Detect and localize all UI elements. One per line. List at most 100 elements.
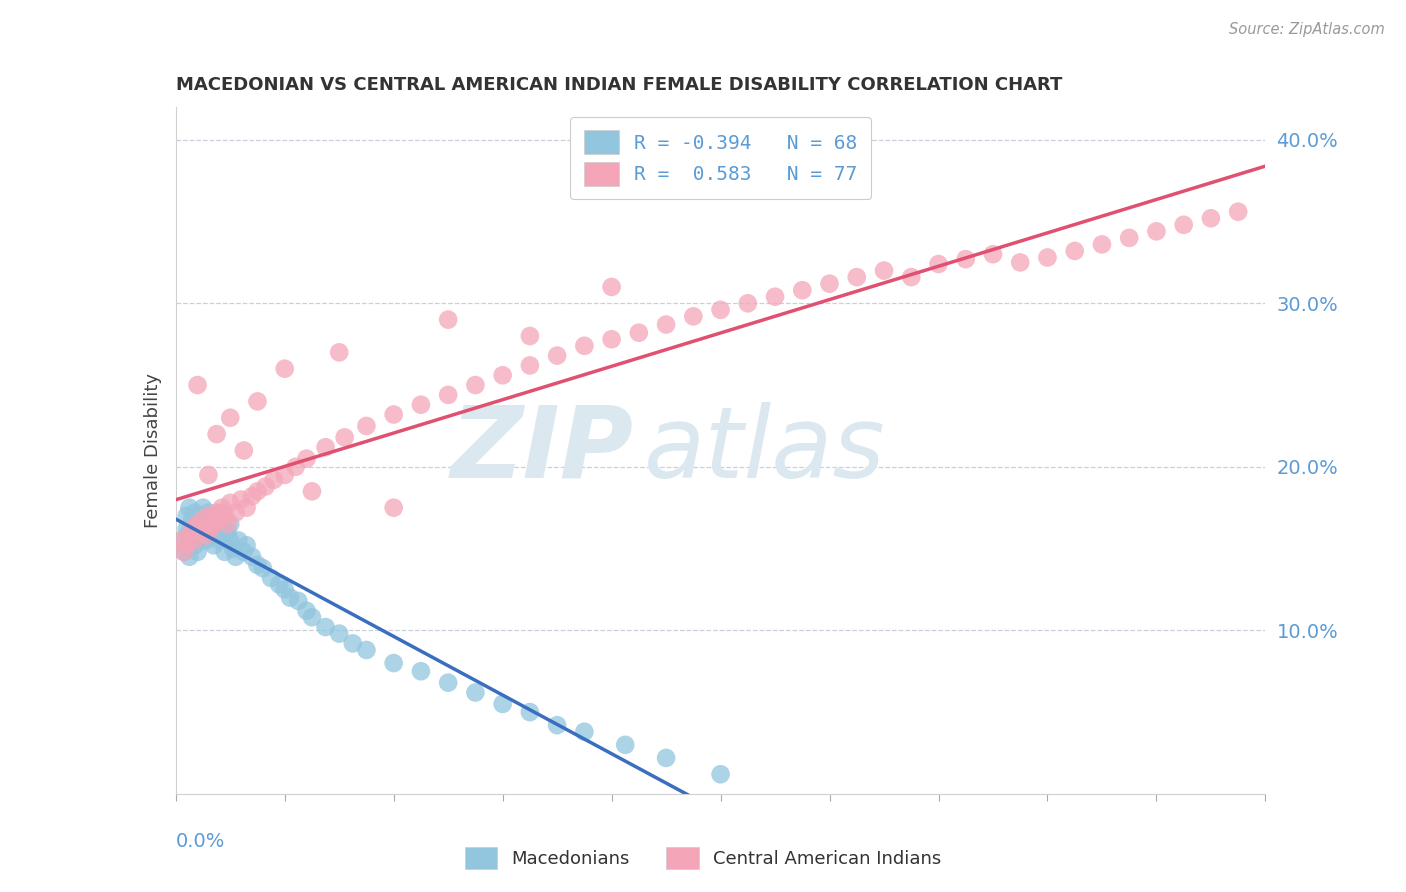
- Point: [263, 473, 285, 487]
- Point: [464, 378, 486, 392]
- Point: [211, 506, 233, 520]
- Point: [818, 277, 841, 291]
- Point: [1091, 237, 1114, 252]
- Point: [240, 549, 263, 564]
- Point: [232, 443, 254, 458]
- Point: [1036, 251, 1059, 265]
- Point: [219, 410, 242, 425]
- Point: [179, 528, 201, 542]
- Point: [200, 516, 222, 531]
- Point: [409, 664, 432, 679]
- Point: [1173, 218, 1195, 232]
- Point: [252, 561, 274, 575]
- Point: [176, 508, 198, 523]
- Point: [301, 484, 323, 499]
- Point: [179, 549, 201, 564]
- Point: [186, 378, 209, 392]
- Point: [181, 522, 204, 536]
- Point: [928, 257, 950, 271]
- Point: [981, 247, 1004, 261]
- Point: [574, 339, 596, 353]
- Point: [492, 368, 515, 383]
- Point: [382, 408, 405, 422]
- Text: 0.0%: 0.0%: [176, 831, 225, 851]
- Point: [181, 512, 204, 526]
- Point: [194, 528, 217, 542]
- Point: [214, 545, 236, 559]
- Point: [315, 620, 337, 634]
- Point: [197, 506, 219, 520]
- Point: [170, 533, 193, 548]
- Point: [202, 538, 225, 552]
- Point: [219, 516, 242, 531]
- Point: [176, 522, 198, 536]
- Point: [287, 594, 309, 608]
- Point: [217, 525, 239, 540]
- Point: [873, 263, 896, 277]
- Point: [269, 577, 291, 591]
- Point: [1144, 224, 1167, 238]
- Point: [519, 359, 541, 373]
- Legend: Macedonians, Central American Indians: Macedonians, Central American Indians: [456, 838, 950, 879]
- Point: [295, 604, 318, 618]
- Point: [217, 516, 239, 531]
- Point: [208, 533, 231, 548]
- Point: [246, 394, 269, 409]
- Point: [546, 718, 568, 732]
- Point: [197, 467, 219, 482]
- Point: [464, 685, 486, 699]
- Point: [342, 636, 364, 650]
- Point: [627, 326, 650, 340]
- Point: [176, 538, 198, 552]
- Point: [278, 591, 301, 605]
- Point: [1063, 244, 1085, 258]
- Point: [186, 533, 209, 548]
- Point: [228, 533, 250, 548]
- Point: [710, 767, 733, 781]
- Point: [655, 318, 678, 332]
- Point: [194, 512, 217, 526]
- Point: [328, 345, 350, 359]
- Point: [191, 500, 214, 515]
- Point: [737, 296, 759, 310]
- Point: [356, 643, 378, 657]
- Point: [194, 533, 217, 548]
- Point: [200, 522, 222, 536]
- Point: [333, 430, 356, 444]
- Point: [205, 506, 228, 520]
- Point: [188, 525, 211, 540]
- Point: [202, 516, 225, 531]
- Point: [214, 508, 236, 523]
- Point: [205, 525, 228, 540]
- Point: [246, 558, 269, 572]
- Point: [574, 724, 596, 739]
- Point: [179, 500, 201, 515]
- Point: [208, 512, 231, 526]
- Point: [682, 310, 704, 324]
- Point: [254, 479, 277, 493]
- Point: [211, 516, 233, 531]
- Point: [1118, 231, 1140, 245]
- Point: [437, 675, 460, 690]
- Point: [274, 467, 297, 482]
- Point: [232, 545, 254, 559]
- Point: [600, 280, 623, 294]
- Point: [240, 489, 263, 503]
- Point: [191, 516, 214, 531]
- Point: [519, 705, 541, 719]
- Point: [295, 451, 318, 466]
- Point: [184, 533, 207, 548]
- Point: [382, 500, 405, 515]
- Point: [200, 528, 222, 542]
- Point: [173, 545, 195, 559]
- Point: [170, 533, 193, 548]
- Point: [1227, 204, 1250, 219]
- Point: [614, 738, 637, 752]
- Y-axis label: Female Disability: Female Disability: [143, 373, 162, 528]
- Point: [301, 610, 323, 624]
- Point: [191, 528, 214, 542]
- Point: [184, 538, 207, 552]
- Point: [409, 398, 432, 412]
- Point: [211, 500, 233, 515]
- Point: [181, 528, 204, 542]
